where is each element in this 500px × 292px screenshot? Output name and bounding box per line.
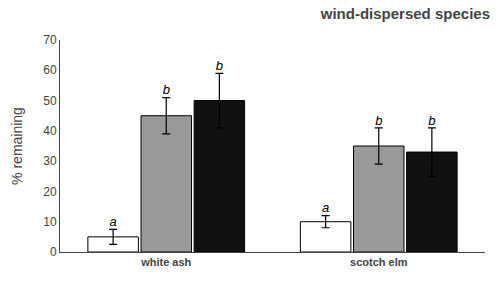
svg-text:white ash: white ash [140,256,191,268]
svg-text:20: 20 [43,185,57,199]
svg-text:0: 0 [50,245,57,259]
svg-text:30: 30 [43,154,57,168]
svg-text:b: b [163,82,170,97]
svg-text:b: b [375,113,382,128]
svg-text:40: 40 [43,124,57,138]
svg-text:70: 70 [43,33,57,47]
svg-text:% remaining: % remaining [9,107,25,185]
svg-text:a: a [322,200,329,215]
svg-text:60: 60 [43,63,57,77]
svg-text:scotch elm: scotch elm [350,256,408,268]
svg-text:b: b [216,58,223,73]
svg-text:50: 50 [43,94,57,108]
svg-text:a: a [110,214,117,229]
svg-text:wind-dispersed species: wind-dispersed species [320,5,490,22]
svg-text:b: b [428,113,435,128]
svg-text:10: 10 [43,215,57,229]
